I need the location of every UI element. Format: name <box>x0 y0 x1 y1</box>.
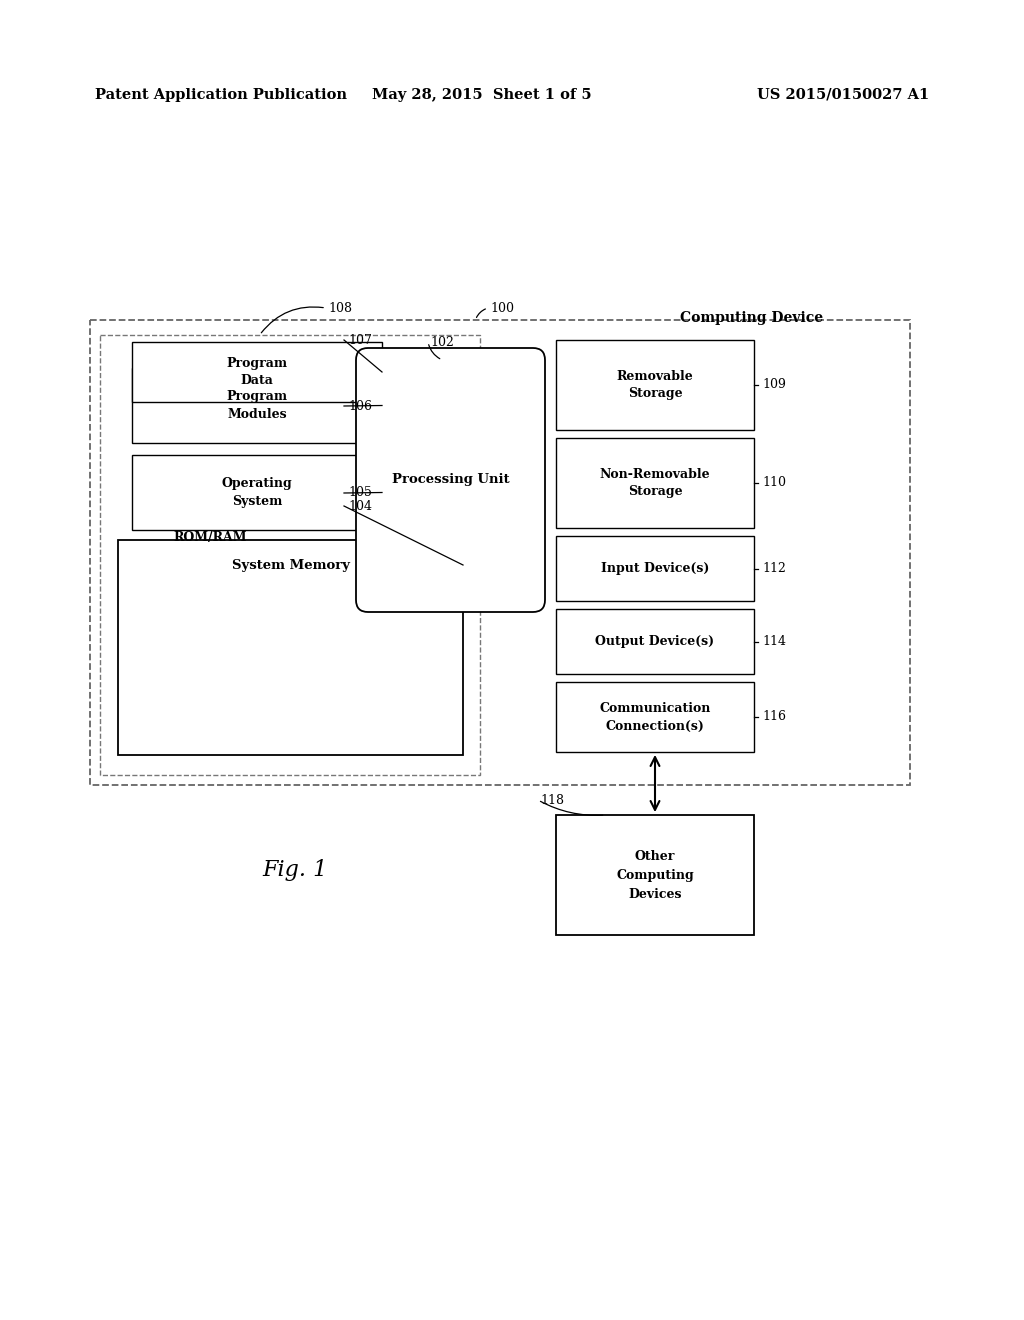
Text: 107: 107 <box>348 334 372 346</box>
Bar <box>132 455 382 531</box>
Text: Other
Computing
Devices: Other Computing Devices <box>616 850 694 900</box>
Text: 112: 112 <box>762 562 785 576</box>
Text: Non-Removable
Storage: Non-Removable Storage <box>600 467 711 499</box>
Text: Program
Modules: Program Modules <box>226 389 288 421</box>
Text: 106: 106 <box>348 400 372 412</box>
Bar <box>556 682 754 752</box>
Text: 102: 102 <box>430 335 454 348</box>
Text: System Memory: System Memory <box>231 558 349 572</box>
Bar <box>118 540 463 755</box>
Text: Communication
Connection(s): Communication Connection(s) <box>599 701 711 733</box>
Text: 110: 110 <box>762 477 786 490</box>
Bar <box>90 319 910 785</box>
FancyBboxPatch shape <box>356 348 545 612</box>
Text: Computing Device: Computing Device <box>680 312 823 325</box>
Text: Fig. 1: Fig. 1 <box>262 859 328 880</box>
Bar <box>556 814 754 935</box>
Bar <box>132 342 382 403</box>
Text: Operating
System: Operating System <box>221 477 293 508</box>
Text: Patent Application Publication: Patent Application Publication <box>95 88 347 102</box>
Text: May 28, 2015  Sheet 1 of 5: May 28, 2015 Sheet 1 of 5 <box>372 88 592 102</box>
Text: 104: 104 <box>348 499 372 512</box>
Bar <box>556 341 754 430</box>
Text: Removable
Storage: Removable Storage <box>616 370 693 400</box>
Bar <box>556 536 754 601</box>
Text: 114: 114 <box>762 635 786 648</box>
Text: 105: 105 <box>348 487 372 499</box>
Text: 116: 116 <box>762 710 786 723</box>
Bar <box>556 438 754 528</box>
Text: Output Device(s): Output Device(s) <box>595 635 715 648</box>
Text: Input Device(s): Input Device(s) <box>601 562 710 576</box>
Text: 100: 100 <box>490 301 514 314</box>
Text: 109: 109 <box>762 379 785 392</box>
Text: 108: 108 <box>328 301 352 314</box>
Text: Processing Unit: Processing Unit <box>392 474 509 487</box>
Text: Program
Data: Program Data <box>226 356 288 388</box>
Bar <box>100 335 480 775</box>
Bar <box>556 609 754 675</box>
Text: 118: 118 <box>540 793 564 807</box>
Text: ROM/RAM: ROM/RAM <box>173 531 247 544</box>
Bar <box>132 368 382 444</box>
Text: US 2015/0150027 A1: US 2015/0150027 A1 <box>757 88 929 102</box>
